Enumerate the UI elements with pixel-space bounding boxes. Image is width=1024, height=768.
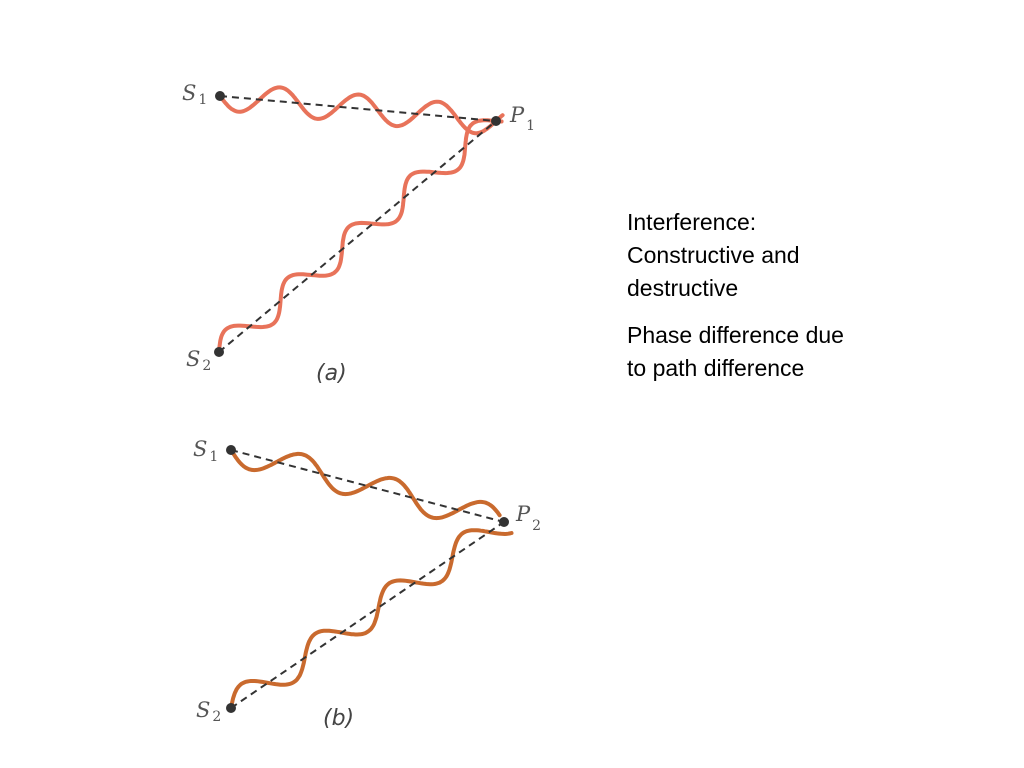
notes-text: Interference: Constructive and destructi… [627, 206, 867, 399]
source-b-s1-dot [226, 445, 236, 455]
source-b-s2-dot [226, 703, 236, 713]
source-a-s1-dot [215, 91, 225, 101]
point-b-p2-dot [499, 517, 509, 527]
wave-a-from-s1 [218, 85, 505, 136]
source-a-s2-dot [214, 347, 224, 357]
caption-a: (a) [316, 361, 347, 386]
path-line-a-s2-p1 [218, 120, 497, 353]
path-line-a-s1-p1 [219, 95, 497, 122]
notes-detail: Phase difference due to path difference [627, 322, 844, 381]
wave-b-from-s2 [229, 528, 514, 710]
wave-b-from-s1 [229, 448, 502, 521]
point-a-p1-dot [491, 116, 501, 126]
path-line-b-s2-p2 [230, 521, 505, 709]
wave-a-from-s2 [217, 118, 504, 354]
caption-b: (b) [323, 706, 354, 731]
notes-heading: Interference: Constructive and destructi… [627, 209, 800, 301]
